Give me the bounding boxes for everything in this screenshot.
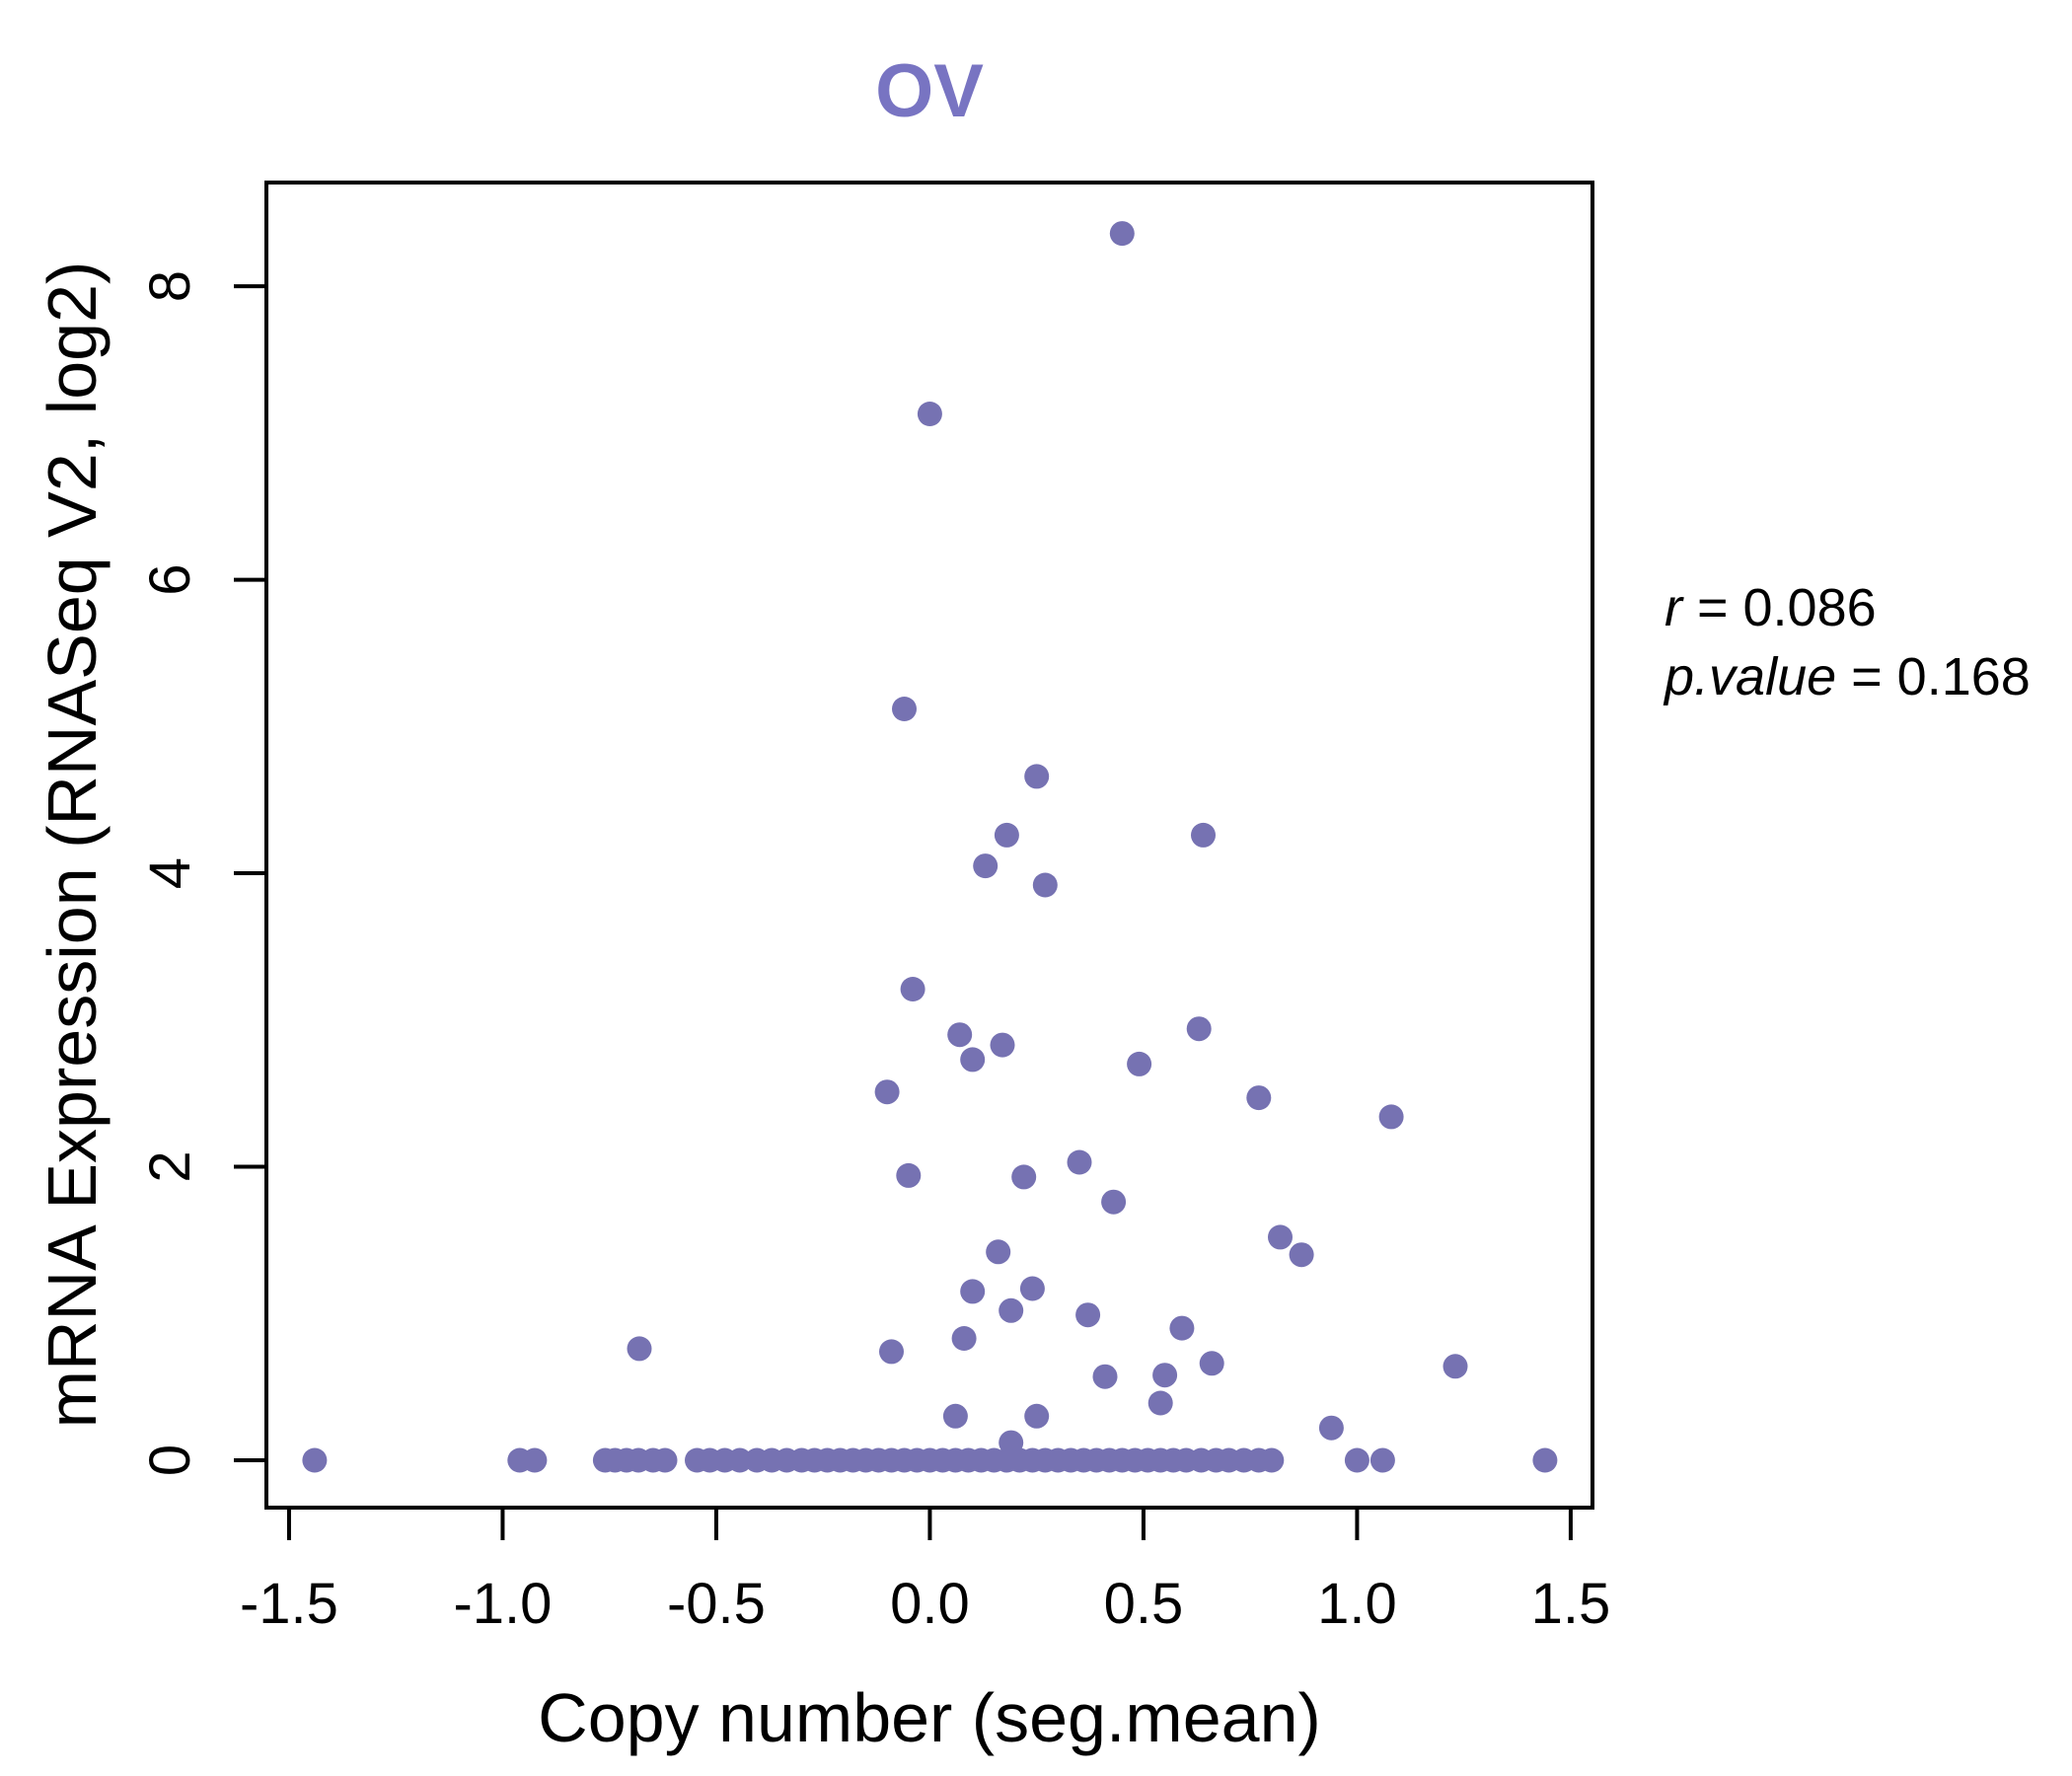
data-point: [990, 1032, 1015, 1058]
data-point: [1344, 1447, 1369, 1473]
data-point: [1152, 1363, 1178, 1388]
data-point: [1532, 1447, 1558, 1473]
data-point: [1259, 1447, 1285, 1473]
x-tick-label: 1.0: [1317, 1572, 1397, 1636]
data-point: [1147, 1390, 1173, 1416]
data-point: [1011, 1164, 1037, 1190]
data-point: [917, 402, 942, 426]
data-point: [896, 1162, 922, 1188]
data-point: [973, 853, 999, 879]
data-point: [1101, 1189, 1127, 1215]
x-axis: -1.5 -1.0 -0.5 0.0 0.5 1.0 1.5: [240, 1508, 1610, 1636]
data-point: [942, 1403, 968, 1429]
data-point: [1067, 1149, 1092, 1175]
x-tick-label: -1.0: [453, 1572, 552, 1636]
data-point: [900, 977, 925, 1001]
data-point: [1186, 1016, 1212, 1042]
data-point: [522, 1447, 548, 1473]
data-point: [1024, 764, 1050, 789]
correlation-r-annotation: r = 0.086: [1665, 578, 1877, 637]
data-point: [1191, 822, 1216, 848]
x-axis-title: Copy number (seg.mean): [538, 1679, 1321, 1756]
data-point: [1169, 1315, 1195, 1341]
data-point: [1369, 1447, 1395, 1473]
data-point: [1246, 1085, 1272, 1111]
data-point: [1127, 1051, 1152, 1076]
y-tick-label: 8: [138, 270, 202, 302]
y-axis: 0 2 4 6 8: [138, 270, 266, 1476]
data-point: [951, 1326, 977, 1351]
pvalue-symbol: p.value: [1663, 647, 1836, 706]
y-tick-label: 6: [138, 563, 202, 595]
r-symbol: r: [1665, 578, 1684, 637]
data-point: [1109, 221, 1135, 247]
plot-area-border: [264, 181, 1594, 1510]
data-point: [1032, 872, 1058, 898]
correlation-pvalue-annotation: p.value = 0.168: [1663, 647, 2031, 706]
data-point: [892, 697, 917, 721]
r-value: = 0.086: [1682, 578, 1877, 637]
x-tick-label: -1.5: [240, 1572, 338, 1636]
data-point: [727, 1447, 753, 1473]
data-point: [1092, 1364, 1118, 1389]
data-point: [1024, 1403, 1050, 1429]
x-tick-label: 1.5: [1531, 1572, 1611, 1636]
x-tick-label: 0.0: [890, 1572, 970, 1636]
data-point: [986, 1239, 1011, 1265]
data-point: [879, 1339, 904, 1365]
y-tick-label: 0: [138, 1444, 202, 1476]
x-tick-label: 0.5: [1104, 1572, 1184, 1636]
data-point: [994, 822, 1019, 848]
data-point: [1378, 1104, 1404, 1130]
data-point: [874, 1079, 900, 1105]
data-points-layer: [302, 221, 1558, 1473]
data-point: [960, 1047, 986, 1073]
data-point: [302, 1447, 328, 1473]
data-point: [1268, 1224, 1293, 1250]
y-axis-title: mRNA Expression (RNASeq V2, log2): [34, 261, 111, 1429]
y-tick-label: 2: [138, 1150, 202, 1182]
pvalue-value: = 0.168: [1836, 647, 2031, 706]
data-point: [1318, 1415, 1344, 1441]
data-point: [1443, 1354, 1468, 1379]
data-point: [960, 1279, 986, 1304]
y-tick-label: 4: [138, 857, 202, 889]
data-point: [999, 1297, 1024, 1323]
x-tick-label: -0.5: [667, 1572, 766, 1636]
data-point: [1289, 1242, 1314, 1268]
data-point: [1075, 1302, 1101, 1328]
data-point: [1019, 1276, 1045, 1301]
data-point: [947, 1022, 973, 1048]
chart-title: OV: [875, 49, 984, 133]
data-point: [627, 1336, 652, 1362]
data-point: [652, 1447, 678, 1473]
data-point: [1199, 1351, 1224, 1376]
